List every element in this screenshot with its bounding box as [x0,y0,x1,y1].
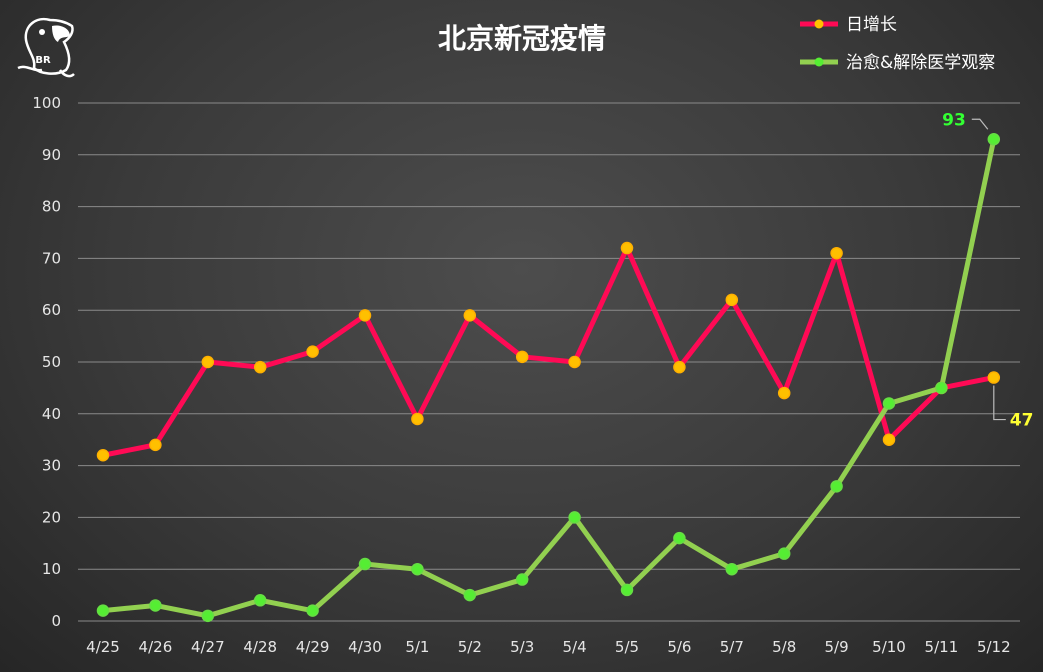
data-point-daily [96,448,110,462]
x-tick-label: 5/12 [977,638,1011,656]
x-tick-label: 5/8 [772,638,796,656]
data-point-daily [253,360,267,374]
legend-label-recovered: 治愈&解除医学观察 [846,53,995,73]
data-point-daily [411,412,424,426]
data-point-recovered [673,531,686,545]
y-axis-ticks: 0 10 20 30 40 50 60 70 80 90 100 [32,94,61,630]
legend: 日增长 治愈&解除医学观察 [800,15,995,73]
x-tick-label: 5/10 [872,638,906,656]
x-tick-label: 5/2 [458,638,482,656]
data-point-recovered [358,557,372,571]
x-tick-label: 5/11 [925,638,959,656]
y-tick-label: 90 [42,146,61,164]
data-point-recovered [935,381,948,395]
data-labels: 93 47 [942,110,1033,430]
legend-label-daily: 日增长 [846,15,897,35]
data-point-daily [568,355,581,369]
data-point-recovered [515,573,529,586]
x-tick-label: 4/26 [139,638,173,656]
x-tick-label: 4/28 [243,638,277,656]
data-label: 93 [942,110,966,130]
logo-text: BR [35,55,51,66]
chart-title: 北京新冠疫情 [438,22,606,55]
data-point-recovered [306,604,319,617]
data-point-recovered [568,511,581,524]
data-point-recovered [463,588,477,602]
series-markers [96,133,1001,623]
x-tick-label: 5/4 [563,638,587,656]
y-tick-label: 30 [42,457,61,475]
data-point-daily [777,386,791,400]
y-tick-label: 40 [42,405,61,423]
x-tick-label: 5/9 [825,638,849,656]
data-label-leader [993,385,1006,421]
data-point-recovered [411,562,424,576]
y-tick-label: 100 [32,94,61,112]
data-point-daily [987,371,1001,384]
data-point-daily [620,241,634,255]
x-tick-label: 5/5 [615,638,639,656]
data-point-recovered [882,397,896,410]
x-tick-label: 5/1 [405,638,429,656]
x-tick-label: 5/6 [667,638,691,656]
series-lines [100,136,997,619]
y-tick-label: 60 [42,301,61,319]
data-point-daily [463,309,477,322]
data-point-recovered [777,547,791,560]
data-point-recovered [149,599,162,612]
series-line-daily [100,245,997,458]
y-tick-label: 0 [51,612,61,630]
legend-item-daily: 日增长 [800,15,897,35]
x-tick-label: 4/30 [348,638,382,656]
data-point-daily [830,246,843,260]
x-tick-label: 4/29 [296,638,330,656]
data-point-daily [149,438,162,452]
data-point-recovered [987,133,1001,146]
x-tick-label: 4/27 [191,638,225,656]
y-tick-label: 10 [42,560,61,578]
x-tick-label: 4/25 [86,638,120,656]
data-point-recovered [830,480,843,493]
data-point-daily [515,350,529,364]
data-point-daily [725,293,739,307]
gridlines [78,102,1020,622]
y-tick-label: 70 [42,249,61,267]
data-point-daily [882,433,896,446]
data-point-recovered [253,594,267,607]
data-point-daily [358,309,372,322]
parrot-logo-icon: BR [17,17,75,78]
x-axis-ticks: 4/25 4/26 4/27 4/28 4/29 4/30 5/1 5/2 5/3 5/4 5/5 5… [86,638,1010,656]
data-point-recovered [96,604,110,617]
legend-item-recovered: 治愈&解除医学观察 [800,53,995,73]
y-tick-label: 20 [42,508,61,526]
x-tick-label: 5/7 [720,638,744,656]
data-label-leader [971,118,989,130]
data-point-daily [673,360,686,374]
data-point-daily [306,345,319,358]
series-line-recovered [100,136,997,619]
data-point-daily [201,355,215,369]
y-tick-label: 50 [42,353,61,371]
data-label: 47 [1010,411,1034,431]
y-tick-label: 80 [42,198,61,216]
x-tick-label: 5/3 [510,638,534,656]
data-point-recovered [201,609,215,623]
data-point-recovered [725,562,739,576]
data-point-recovered [620,583,634,597]
